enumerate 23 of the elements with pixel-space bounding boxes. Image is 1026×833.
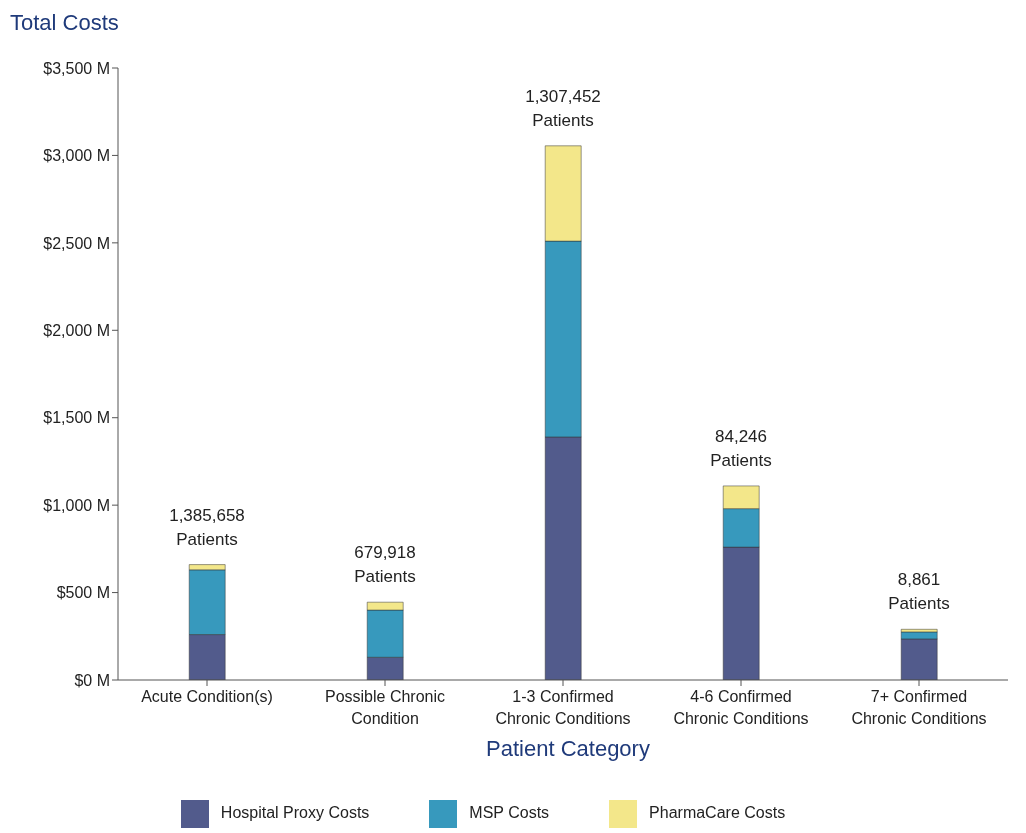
legend-label: MSP Costs [469,804,550,822]
y-tick-label: $2,500 M [43,234,110,252]
annotation: 679,918 Patients [354,543,416,587]
legend-label: PharmaCare Costs [649,804,786,822]
y-tick-label: $1,500 M [43,409,110,427]
x-tick-label: Possible Chronic Condition [324,688,446,727]
y-tick-label: $3,000 M [43,147,110,165]
y-axis-title: Total Costs [10,10,119,36]
y-tick-label: $0 M [74,671,110,689]
legend-label: Hospital Proxy Costs [220,804,370,822]
x-tick-label: 1-3 Confirmed Chronic Conditions [495,688,631,727]
x-axis-title: Patient Category [485,736,651,762]
x-tick-label: 7+ Confirmed Chronic Conditions [851,688,987,727]
y-tick-label: $3,500 M [43,59,110,77]
x-tick-label: Acute Condition(s) [141,688,273,705]
y-tick-label: $1,000 M [43,496,110,514]
annotation: 1,385,658 Patients [169,505,245,549]
annotation: 8,861 Patients [888,570,950,614]
y-tick-label: $500 M [56,584,110,602]
x-tick-label: 4-6 Confirmed Chronic Conditions [673,688,809,727]
annotation: 1,307,452 Patients [525,86,601,130]
annotation: 84,246 Patients [710,426,772,470]
y-tick-label: $2,000 M [43,321,110,339]
